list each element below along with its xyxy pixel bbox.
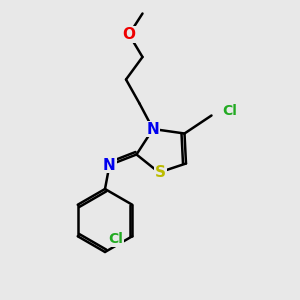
- Text: O: O: [122, 27, 136, 42]
- Text: S: S: [155, 165, 166, 180]
- Text: Cl: Cl: [222, 104, 237, 118]
- Text: N: N: [147, 122, 159, 136]
- Text: N: N: [103, 158, 116, 172]
- Text: Cl: Cl: [108, 232, 123, 246]
